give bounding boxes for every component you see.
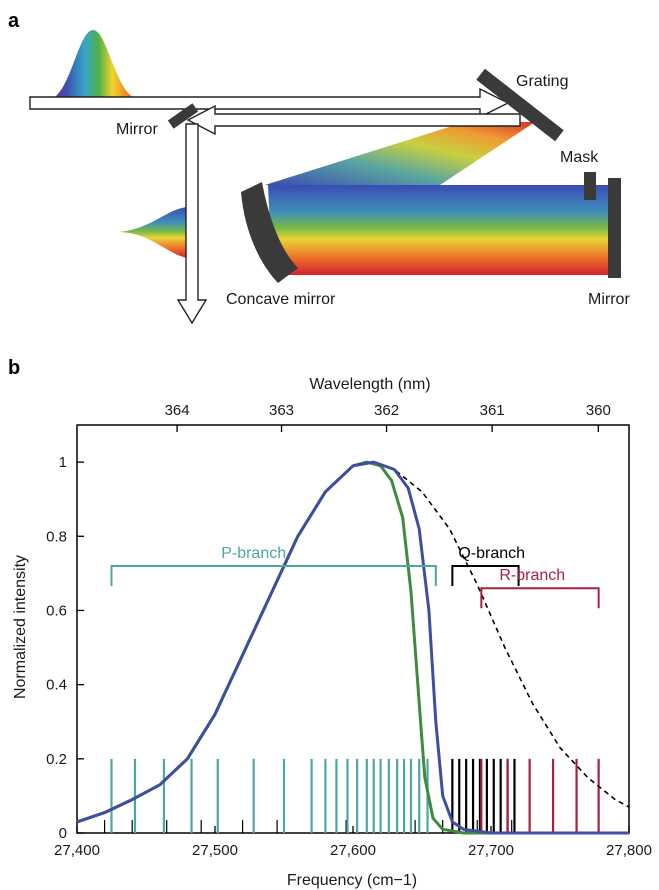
dispersed-fan-upper bbox=[265, 122, 535, 185]
y-axis-title: Normalized intensity bbox=[12, 555, 29, 699]
top-tick-label: 360 bbox=[586, 402, 611, 419]
x-tick-label: 27,800 bbox=[606, 842, 652, 859]
y-tick-label: 1 bbox=[59, 454, 67, 471]
x-tick-label: 27,400 bbox=[54, 842, 100, 859]
input-spectrum-pulse bbox=[48, 30, 140, 100]
x-tick-label: 27,500 bbox=[192, 842, 238, 859]
return-beam-arrow bbox=[186, 104, 521, 136]
y-tick-label: 0.8 bbox=[46, 528, 67, 545]
mirror-left-label: Mirror bbox=[116, 121, 158, 138]
branch-label: P-branch bbox=[221, 545, 286, 562]
top-tick-label: 363 bbox=[269, 402, 294, 419]
grating-shape bbox=[476, 68, 564, 142]
series-blue-curve bbox=[76, 460, 629, 835]
panel-b-label: b bbox=[8, 357, 20, 379]
panel-a-label: a bbox=[8, 10, 20, 32]
concave-mirror-shape bbox=[241, 182, 298, 283]
x-tick-label: 27,700 bbox=[468, 842, 514, 859]
mask-label: Mask bbox=[560, 149, 599, 166]
mask-shape bbox=[584, 172, 596, 200]
x-axis-title: Frequency (cm−1) bbox=[287, 872, 417, 889]
pickoff-mirror-shape bbox=[167, 103, 199, 129]
x-tick-label: 27,600 bbox=[330, 842, 376, 859]
top-tick-label: 362 bbox=[374, 402, 399, 419]
y-tick-label: 0.4 bbox=[46, 677, 67, 694]
grating-label: Grating bbox=[516, 73, 568, 90]
y-tick-label: 0 bbox=[59, 825, 67, 842]
series-dashed-curve bbox=[76, 461, 630, 823]
concave-mirror-label: Concave mirror bbox=[226, 291, 336, 308]
branch-bracket bbox=[480, 587, 600, 609]
y-tick-label: 0.2 bbox=[46, 751, 67, 768]
input-beam-arrow bbox=[29, 87, 510, 119]
top-axis-title: Wavelength (nm) bbox=[309, 376, 430, 393]
output-beam-arrow bbox=[176, 123, 208, 325]
top-tick-label: 364 bbox=[165, 402, 190, 419]
spectrum-chart: Wavelength (nm) Normalized intensity Fre… bbox=[12, 376, 652, 889]
y-tick-label: 0.6 bbox=[46, 602, 67, 619]
series-green-curve bbox=[76, 460, 629, 835]
branch-label: R-branch bbox=[499, 567, 565, 584]
collimated-rainbow-beam bbox=[268, 185, 608, 275]
branch-label: Q-branch bbox=[458, 545, 525, 562]
top-tick-label: 361 bbox=[480, 402, 505, 419]
branch-bracket bbox=[451, 564, 520, 586]
output-spectrum-pulse bbox=[118, 207, 188, 258]
mirror-right-label: Mirror bbox=[588, 291, 630, 308]
end-mirror-shape bbox=[608, 178, 621, 278]
branch-bracket bbox=[110, 564, 437, 586]
plot-frame bbox=[76, 424, 630, 834]
